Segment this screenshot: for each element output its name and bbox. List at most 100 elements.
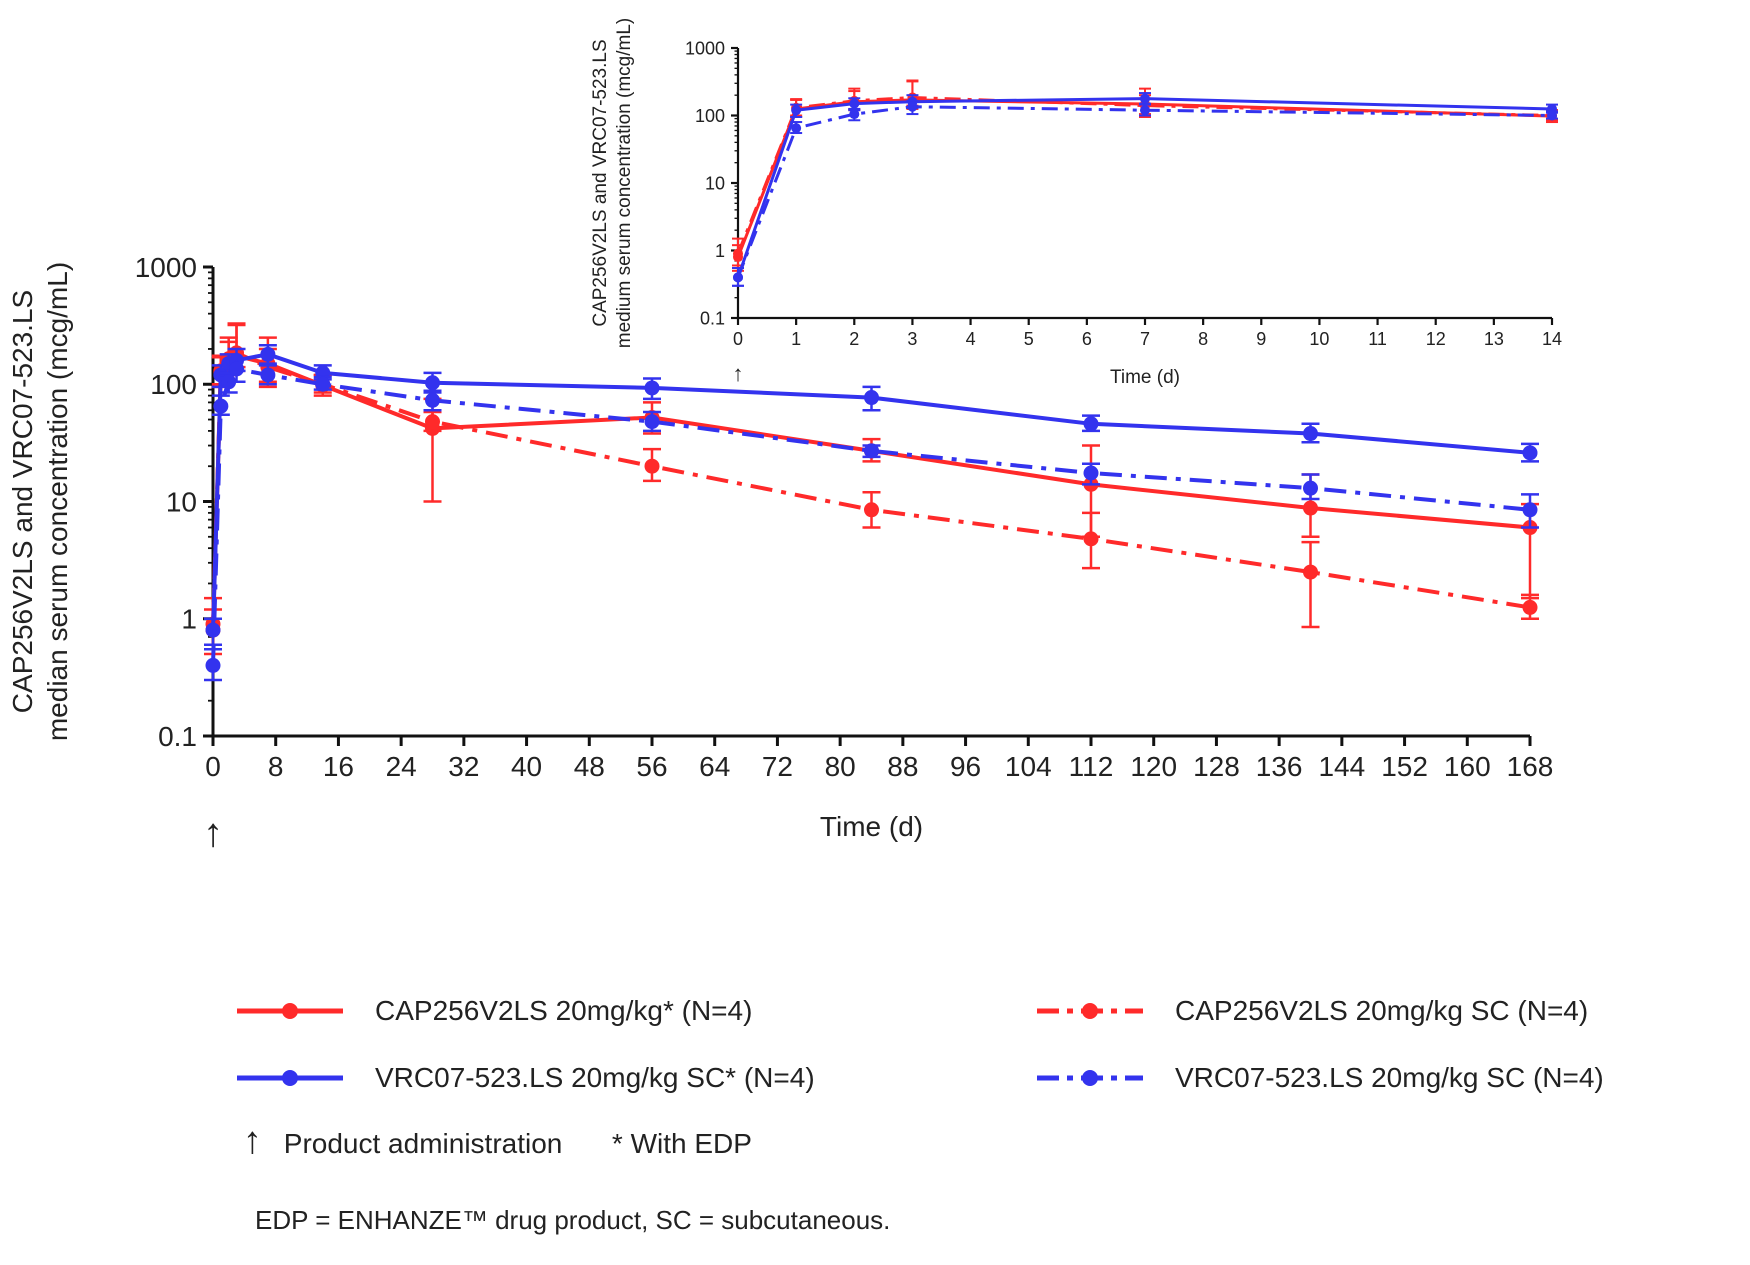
x-tick-label: 136 [1256, 751, 1303, 782]
data-point [260, 346, 276, 362]
x-tick-label: 72 [762, 751, 793, 782]
data-point [315, 376, 331, 392]
data-point [1303, 500, 1318, 516]
x-tick-label: 152 [1381, 751, 1428, 782]
data-point [1140, 105, 1150, 116]
admin-arrow-icon: ↑ [733, 361, 744, 386]
series-line [736, 105, 1553, 278]
data-point [1303, 426, 1318, 442]
series-4 [732, 99, 1558, 287]
data-point [1522, 599, 1538, 615]
y-tick-label: 10 [705, 173, 725, 193]
x-tick-label: 64 [699, 751, 730, 782]
x-tick-label: 144 [1318, 751, 1365, 782]
data-point [644, 380, 660, 396]
edp-label: * With EDP [611, 1128, 752, 1159]
y-tick-label: 1 [715, 241, 725, 261]
data-point [1083, 416, 1099, 432]
legend-swatch [1037, 1070, 1143, 1086]
admin-arrow-icon: ↑ [203, 811, 223, 855]
x-tick-label: 16 [323, 751, 354, 782]
x-tick-label: 12 [1426, 329, 1446, 349]
x-tick-label: 168 [1507, 751, 1554, 782]
y-tick-label: 0.1 [700, 308, 725, 328]
data-point [1522, 502, 1538, 518]
data-point [1547, 110, 1557, 121]
data-point [425, 375, 440, 391]
legend-label: CAP256V2LS 20mg/kg* (N=4) [375, 995, 753, 1026]
data-point [791, 123, 802, 134]
data-point [907, 101, 918, 112]
legend-label: CAP256V2LS 20mg/kg SC (N=4) [1175, 995, 1589, 1026]
series-3 [732, 92, 1558, 287]
legend-swatch [237, 1003, 343, 1019]
x-tick-label: 5 [1024, 329, 1034, 349]
x-tick-label: 14 [1542, 329, 1562, 349]
data-point [425, 414, 440, 430]
x-tick-label: 10 [1309, 329, 1329, 349]
y-axis-label: median serum concentration (mcg/mL) [42, 262, 73, 741]
data-point [1083, 465, 1099, 481]
x-axis-label: Time (d) [1110, 367, 1180, 388]
data-point [644, 458, 660, 474]
footnote: EDP = ENHANZE™ drug product, SC = subcut… [255, 1205, 891, 1235]
data-point [260, 367, 276, 383]
x-tick-label: 112 [1069, 751, 1114, 782]
x-tick-label: 24 [386, 751, 417, 782]
x-tick-label: 13 [1484, 329, 1504, 349]
y-tick-label: 100 [695, 106, 725, 126]
y-tick-label: 1000 [685, 38, 725, 58]
y-axis-label: medium serum concentration (mcg/mL) [614, 18, 635, 349]
x-tick-label: 2 [849, 329, 859, 349]
data-point [1303, 564, 1318, 580]
series-line [736, 97, 1553, 278]
x-tick-label: 3 [907, 329, 917, 349]
series-line [736, 98, 1553, 258]
x-tick-label: 0 [205, 751, 221, 782]
data-point [1303, 480, 1318, 496]
x-tick-label: 8 [268, 751, 284, 782]
legend-swatch [237, 1070, 343, 1086]
x-tick-label: 40 [511, 751, 542, 782]
series-2 [204, 322, 1539, 647]
x-tick-label: 120 [1130, 751, 1177, 782]
up-arrow-icon: ↑ [243, 1120, 262, 1162]
x-tick-label: 32 [448, 751, 479, 782]
admin-label: Product administration [283, 1128, 563, 1159]
data-point [849, 98, 860, 109]
legend-admin-note: ↑ Product administration * With EDP [243, 1120, 752, 1163]
data-point [791, 105, 802, 116]
y-axis-label: CAP256V2LS and VRC07-523.LS [590, 39, 611, 326]
y-tick-label: 1 [181, 604, 197, 635]
data-point [733, 248, 743, 259]
legend-label: VRC07-523.LS 20mg/kg SC (N=4) [1175, 1062, 1604, 1093]
x-tick-label: 128 [1193, 751, 1240, 782]
legend: CAP256V2LS 20mg/kg* (N=4) CAP256V2LS 20m… [235, 995, 1635, 1265]
x-tick-label: 56 [636, 751, 667, 782]
x-tick-label: 0 [733, 329, 743, 349]
series-3 [204, 344, 1539, 647]
series-line [736, 96, 1553, 255]
data-point [213, 398, 229, 414]
x-tick-label: 11 [1368, 329, 1387, 349]
data-point [733, 272, 743, 283]
legend-label: VRC07-523.LS 20mg/kg SC* (N=4) [375, 1062, 815, 1093]
x-tick-label: 96 [950, 751, 981, 782]
x-tick-label: 8 [1198, 329, 1208, 349]
x-tick-label: 48 [574, 751, 605, 782]
x-tick-label: 4 [966, 329, 976, 349]
data-point [1522, 445, 1538, 461]
data-point [864, 502, 879, 518]
x-tick-label: 104 [1005, 751, 1052, 782]
legend-swatch [1037, 1003, 1143, 1019]
x-tick-label: 6 [1082, 329, 1092, 349]
y-tick-label: 100 [150, 369, 197, 400]
data-point [1083, 531, 1099, 547]
x-tick-label: 9 [1256, 329, 1266, 349]
data-point [1140, 93, 1150, 104]
y-tick-label: 1000 [135, 252, 197, 283]
x-axis-label: Time (d) [820, 811, 923, 842]
